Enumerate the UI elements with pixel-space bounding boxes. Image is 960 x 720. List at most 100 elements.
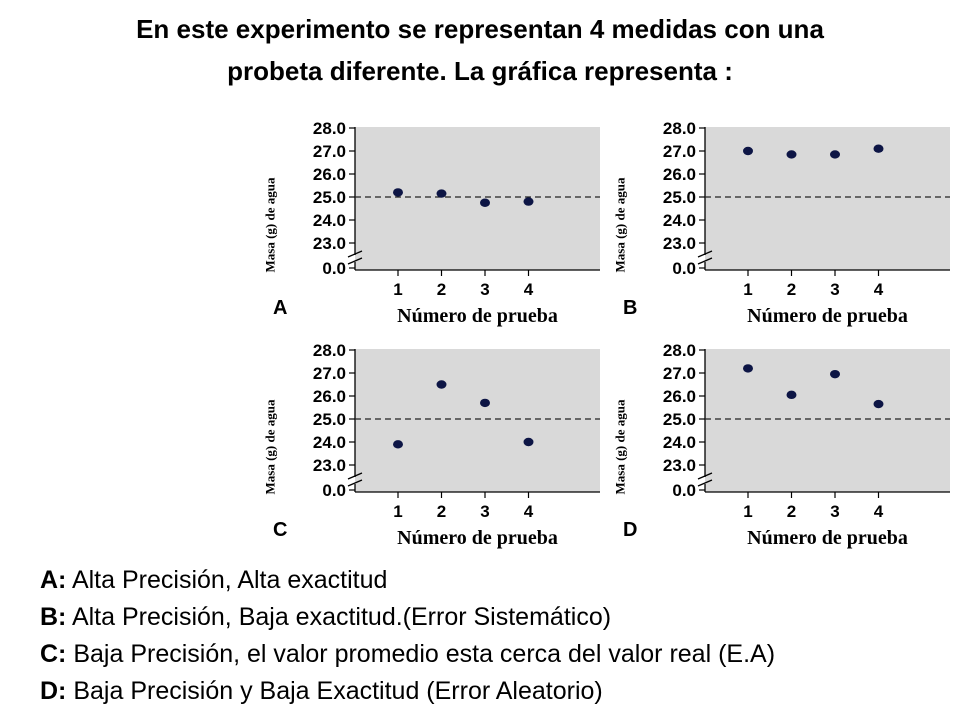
row-key: D: [40, 677, 67, 705]
panel-label: B [623, 297, 638, 319]
data-point [436, 380, 447, 389]
x-tick-label: 4 [524, 502, 534, 521]
page-title: En este experimento se representan 4 med… [30, 8, 930, 92]
x-tick-label: 1 [743, 280, 752, 299]
data-point [830, 369, 840, 379]
axis-break-mark [347, 250, 363, 258]
x-tick-label: 2 [437, 280, 446, 299]
x-tick-label: 4 [874, 502, 884, 521]
row-key: A: [40, 566, 67, 594]
title-line-1: En este experimento se representan 4 med… [136, 14, 824, 44]
x-axis-label: Número de prueba [397, 305, 558, 327]
x-tick-label: 2 [437, 502, 446, 521]
plot-area [355, 349, 600, 492]
data-point [523, 197, 534, 206]
y-tick-label: 27.0 [663, 142, 696, 161]
explanation-row-a: A: Alta Precisión, Alta exactitud [40, 562, 950, 599]
chart-panel-a: Masa (g) de agua 28.0 27.0 26.0 25.0 24.0 23.… [255, 115, 600, 335]
y-tick-label: 26.0 [313, 165, 346, 184]
data-point [393, 188, 403, 197]
y-tick-label: 25.0 [663, 188, 696, 207]
chart-panel-c: Masa (g) de agua 28.0 27.0 26.0 25.0 24.0 23.… [255, 337, 600, 557]
scatter-plot-b: 28.0 27.0 26.0 25.0 24.0 23.0 0.0 1 2 3 4 [663, 119, 950, 299]
explanation-list: A: Alta Precisión, Alta exactitud B: Alt… [40, 562, 950, 710]
axis-break-mark [347, 472, 363, 480]
y-tick-label: 24.0 [663, 433, 696, 452]
x-tick-label: 4 [874, 280, 884, 299]
data-point [830, 150, 840, 159]
row-key: C: [40, 640, 67, 668]
y-tick-label: 23.0 [663, 234, 696, 253]
y-tick-label: 25.0 [663, 410, 696, 429]
row-text: Baja Precisión y Baja Exactitud (Error A… [66, 677, 603, 705]
x-axis-label: Número de prueba [397, 527, 558, 549]
panel-label: C [273, 519, 288, 541]
data-point [786, 150, 797, 159]
x-tick-label: 2 [787, 280, 796, 299]
data-point [523, 437, 534, 447]
plot-area [705, 127, 950, 270]
x-tick-label: 1 [393, 280, 402, 299]
x-tick-label: 3 [830, 502, 839, 521]
data-point [743, 146, 753, 156]
y-tick-label: 27.0 [313, 364, 346, 383]
row-key: B: [40, 603, 67, 631]
x-tick-label: 1 [393, 502, 402, 521]
axis-break-mark [697, 257, 713, 265]
data-point [873, 399, 884, 409]
y-tick-label: 0.0 [672, 481, 696, 500]
plot-area [355, 127, 600, 270]
x-tick-label: 1 [743, 502, 752, 521]
y-tick-label: 24.0 [313, 433, 346, 452]
axis-break-mark [347, 257, 363, 265]
title-line-2: probeta diferente. La gráfica representa… [227, 56, 733, 86]
y-tick-label: 0.0 [322, 259, 346, 278]
x-axis-label: Número de prueba [747, 305, 908, 327]
panel-label: D [623, 519, 638, 541]
y-tick-label: 23.0 [663, 456, 696, 475]
y-tick-label: 28.0 [663, 341, 696, 360]
y-tick-label: 26.0 [313, 387, 346, 406]
x-axis-label: Número de prueba [747, 527, 908, 549]
x-tick-label: 3 [830, 280, 839, 299]
data-point [480, 398, 490, 408]
axis-break-mark [697, 250, 713, 258]
y-tick-label: 24.0 [663, 211, 696, 230]
y-tick-label: 25.0 [313, 188, 346, 207]
data-point [873, 144, 884, 153]
y-tick-label: 0.0 [322, 481, 346, 500]
explanation-row-c: C: Baja Precisión, el valor promedio est… [40, 636, 950, 673]
y-tick-label: 26.0 [663, 165, 696, 184]
data-point [393, 440, 403, 449]
x-tick-label: 3 [480, 502, 489, 521]
data-point [436, 189, 447, 198]
y-tick-label: 26.0 [663, 387, 696, 406]
row-text: Alta Precisión, Alta exactitud [66, 566, 388, 594]
scatter-plot-a: 28.0 27.0 26.0 25.0 24.0 23.0 0.0 1 2 3 4 [313, 119, 600, 299]
y-tick-label: 23.0 [313, 234, 346, 253]
y-tick-label: 24.0 [313, 211, 346, 230]
chart-panel-d: Masa (g) de agua 28.0 27.0 26.0 25.0 24.0 23.… [605, 337, 950, 557]
chart-panel-b: Masa (g) de agua 28.0 27.0 26.0 25.0 24.0 23.… [605, 115, 950, 335]
axis-break-mark [697, 479, 713, 487]
x-tick-label: 4 [524, 280, 534, 299]
panel-label: A [273, 297, 288, 319]
x-tick-label: 3 [480, 280, 489, 299]
x-tick-label: 2 [787, 502, 796, 521]
axis-break-mark [697, 472, 713, 480]
data-point [743, 364, 753, 373]
explanation-row-d: D: Baja Precisión y Baja Exactitud (Erro… [40, 673, 950, 710]
axis-break-mark [347, 479, 363, 487]
row-text: Alta Precisión, Baja exactitud.(Error Si… [66, 603, 612, 631]
y-tick-label: 23.0 [313, 456, 346, 475]
scatter-plot-c: 28.0 27.0 26.0 25.0 24.0 23.0 0.0 1 2 3 4 [313, 341, 600, 521]
y-tick-label: 0.0 [672, 259, 696, 278]
y-tick-label: 28.0 [313, 119, 346, 138]
y-tick-label: 28.0 [663, 119, 696, 138]
y-tick-label: 27.0 [663, 364, 696, 383]
plot-area [705, 349, 950, 492]
scatter-plot-d: 28.0 27.0 26.0 25.0 24.0 23.0 0.0 1 2 3 4 [663, 341, 950, 521]
y-tick-label: 28.0 [313, 341, 346, 360]
y-tick-label: 27.0 [313, 142, 346, 161]
y-tick-label: 25.0 [313, 410, 346, 429]
